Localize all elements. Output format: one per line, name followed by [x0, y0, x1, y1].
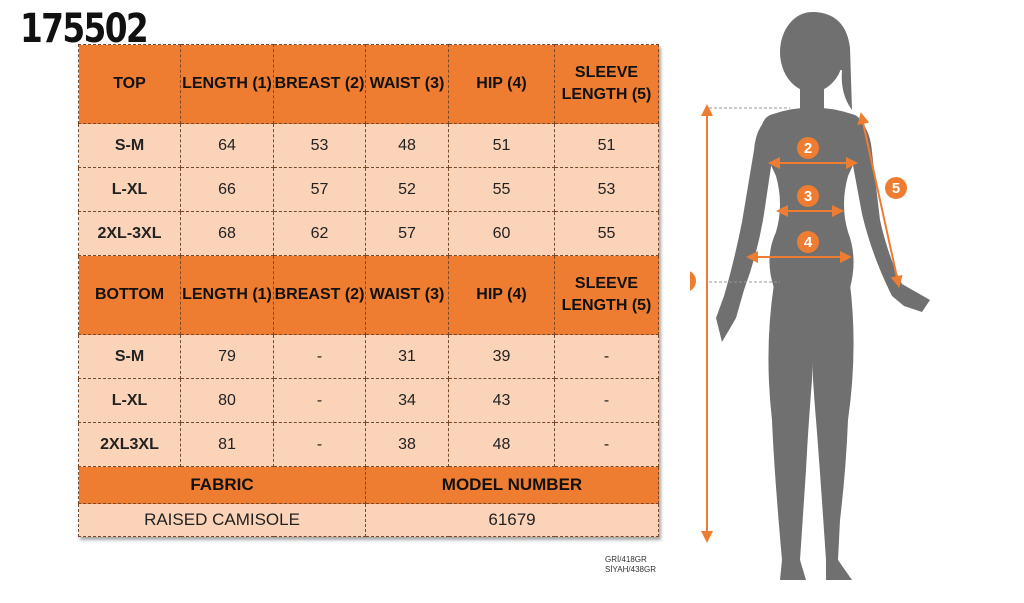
footer-value-row: RAISED CAMISOLE 61679: [78, 503, 659, 537]
footer-header-row: FABRIC MODEL NUMBER: [78, 466, 659, 504]
table-row: S-M 64 53 48 51 51: [78, 123, 659, 168]
breast-cell: -: [273, 378, 366, 423]
sleeve-cell: -: [554, 422, 659, 467]
measurement-guides: [701, 104, 903, 543]
breast-cell: 57: [273, 167, 366, 212]
marker-1-circle: [690, 271, 696, 291]
sleeve-cell: 55: [554, 211, 659, 256]
length-cell: 66: [180, 167, 274, 212]
header-sleeve-length: SLEEVE LENGTH (5): [554, 44, 659, 124]
waist-cell: 52: [365, 167, 449, 212]
header-length: LENGTH (1): [180, 44, 274, 124]
weight-grey: GRİ/418GR: [605, 555, 647, 564]
hip-cell: 39: [448, 334, 555, 379]
size-cell: 2XL3XL: [78, 422, 181, 467]
length-cell: 79: [180, 334, 274, 379]
silhouette-left-leg: [768, 284, 814, 580]
waist-cell: 57: [365, 211, 449, 256]
hip-cell: 51: [448, 123, 555, 168]
marker-2-label: 2: [804, 140, 812, 157]
table-row: S-M 79 - 31 39 -: [78, 334, 659, 379]
hip-cell: 43: [448, 378, 555, 423]
header-breast: BREAST (2): [273, 255, 366, 335]
size-cell: L-XL: [78, 378, 181, 423]
table-row: 2XL3XL 81 - 38 48 -: [78, 422, 659, 467]
breast-cell: -: [273, 422, 366, 467]
waist-cell: 31: [365, 334, 449, 379]
hip-cell: 48: [448, 422, 555, 467]
table-row: 2XL-3XL 68 62 57 60 55: [78, 211, 659, 256]
breast-cell: 62: [273, 211, 366, 256]
model-number-value: 61679: [365, 503, 659, 537]
body-figure-illustration: 1 2 3 4 5: [690, 12, 930, 580]
header-hip: HIP (4): [448, 44, 555, 124]
waist-cell: 38: [365, 422, 449, 467]
marker-5-circle: [885, 177, 907, 199]
size-cell: S-M: [78, 334, 181, 379]
marker-4-circle: [797, 231, 819, 253]
table-row: L-XL 80 - 34 43 -: [78, 378, 659, 423]
weights-note: GRİ/418GR SİYAH/438GR: [605, 555, 656, 575]
measurement-markers: 1 2 3 4 5: [690, 137, 907, 291]
size-chart-table: TOP LENGTH (1) BREAST (2) WAIST (3) HIP …: [78, 44, 659, 537]
sleeve-cell: -: [554, 378, 659, 423]
breast-cell: -: [273, 334, 366, 379]
marker-5-label: 5: [892, 180, 900, 197]
marker-3-label: 3: [804, 188, 812, 205]
table-row: L-XL 66 57 52 55 53: [78, 167, 659, 212]
fabric-value: RAISED CAMISOLE: [78, 503, 366, 537]
marker-2-circle: [797, 137, 819, 159]
fabric-label: FABRIC: [78, 466, 366, 504]
marker-3-circle: [797, 185, 819, 207]
length-cell: 64: [180, 123, 274, 168]
length-cell: 80: [180, 378, 274, 423]
header-breast: BREAST (2): [273, 44, 366, 124]
breast-cell: 53: [273, 123, 366, 168]
bottom-label: BOTTOM: [78, 255, 181, 335]
waist-cell: 34: [365, 378, 449, 423]
header-waist: WAIST (3): [365, 44, 449, 124]
size-cell: L-XL: [78, 167, 181, 212]
top-label: TOP: [78, 44, 181, 124]
header-hip: HIP (4): [448, 255, 555, 335]
top-header-row: TOP LENGTH (1) BREAST (2) WAIST (3) HIP …: [78, 44, 659, 124]
hip-cell: 60: [448, 211, 555, 256]
waist-cell: 48: [365, 123, 449, 168]
hip-cell: 55: [448, 167, 555, 212]
sleeve-cell: 51: [554, 123, 659, 168]
weight-black: SİYAH/438GR: [605, 565, 656, 574]
silhouette: [716, 12, 930, 580]
silhouette-left-arm: [716, 117, 772, 342]
sleeve-cell: -: [554, 334, 659, 379]
sleeve-line: [857, 112, 903, 288]
length-cell: 68: [180, 211, 274, 256]
silhouette-right-arm: [852, 117, 930, 312]
silhouette-hair: [782, 12, 852, 110]
marker-4-label: 4: [804, 234, 813, 251]
header-waist: WAIST (3): [365, 255, 449, 335]
header-sleeve-length: SLEEVE LENGTH (5): [554, 255, 659, 335]
sleeve-cell: 53: [554, 167, 659, 212]
bottom-header-row: BOTTOM LENGTH (1) BREAST (2) WAIST (3) H…: [78, 255, 659, 335]
silhouette-right-leg: [810, 284, 854, 580]
length-cell: 81: [180, 422, 274, 467]
header-length: LENGTH (1): [180, 255, 274, 335]
size-cell: S-M: [78, 123, 181, 168]
model-number-label: MODEL NUMBER: [365, 466, 659, 504]
size-cell: 2XL-3XL: [78, 211, 181, 256]
